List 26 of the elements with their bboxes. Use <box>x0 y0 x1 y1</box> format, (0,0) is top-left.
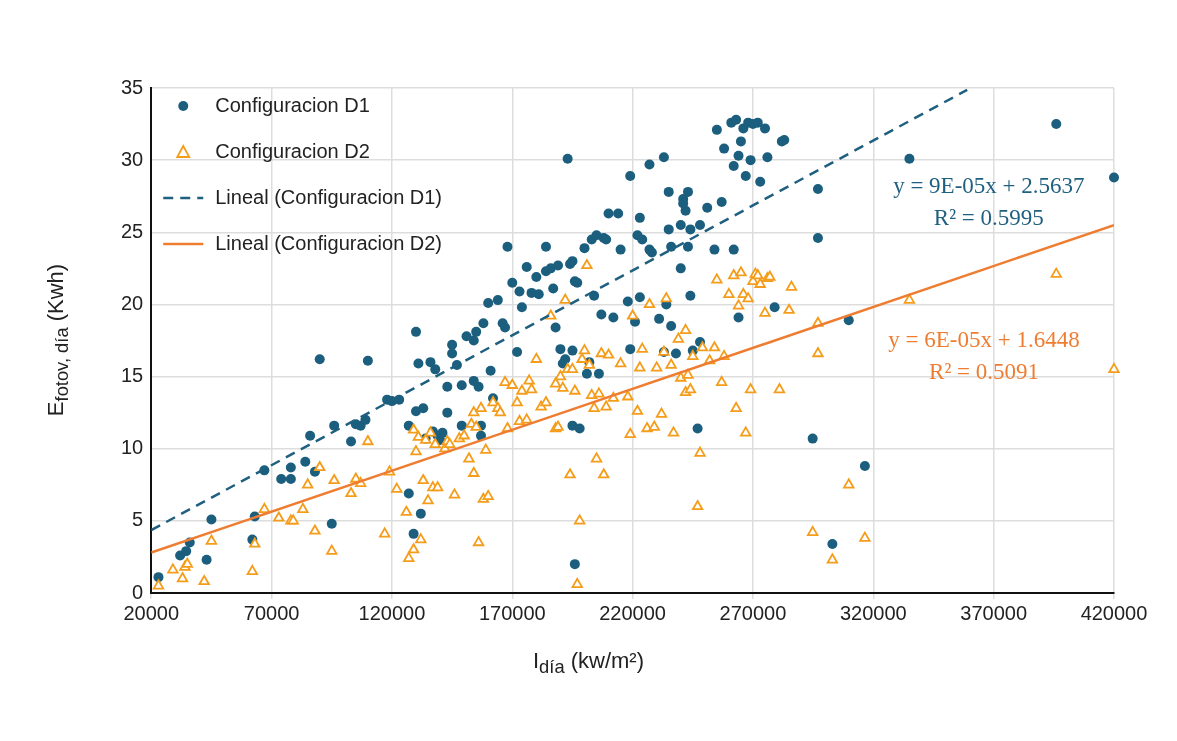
y-tick-label: 25 <box>121 219 144 242</box>
x-tick-label: 170000 <box>478 601 546 624</box>
annotation: y = 6E-05x + 1.6448 <box>888 326 1080 352</box>
legend-label: Configuracion D2 <box>215 139 370 162</box>
y-tick-label: 20 <box>121 291 144 314</box>
annotation: R² = 0.5995 <box>933 205 1044 231</box>
legend-label: Configuracion D1 <box>215 93 370 116</box>
y-tick-label: 0 <box>132 580 144 603</box>
legend-label: Lineal (Configuracion D1) <box>215 185 443 208</box>
x-axis-title: I$_{día}$ (kw/m²) <box>532 648 645 679</box>
y-tick-label: 10 <box>121 436 144 459</box>
x-tick-label: 320000 <box>839 601 907 624</box>
annotation: y = 9E-05x + 2.5637 <box>893 172 1085 198</box>
annotation: R² = 0.5091 <box>929 359 1040 385</box>
x-tick-label: 20000 <box>123 601 180 624</box>
y-tick-label: 30 <box>121 147 144 170</box>
x-tick-label: 420000 <box>1080 601 1148 624</box>
x-tick-label: 370000 <box>960 601 1028 624</box>
x-tick-label: 70000 <box>243 601 300 624</box>
legend-label: Lineal (Configuracion D2) <box>215 231 443 254</box>
y-tick-label: 5 <box>132 508 144 531</box>
x-tick-label: 270000 <box>719 601 787 624</box>
y-tick-label: 15 <box>121 364 144 387</box>
x-tick-label: 220000 <box>599 601 666 624</box>
y-tick-label: 35 <box>121 75 144 98</box>
x-tick-label: 120000 <box>358 601 426 624</box>
